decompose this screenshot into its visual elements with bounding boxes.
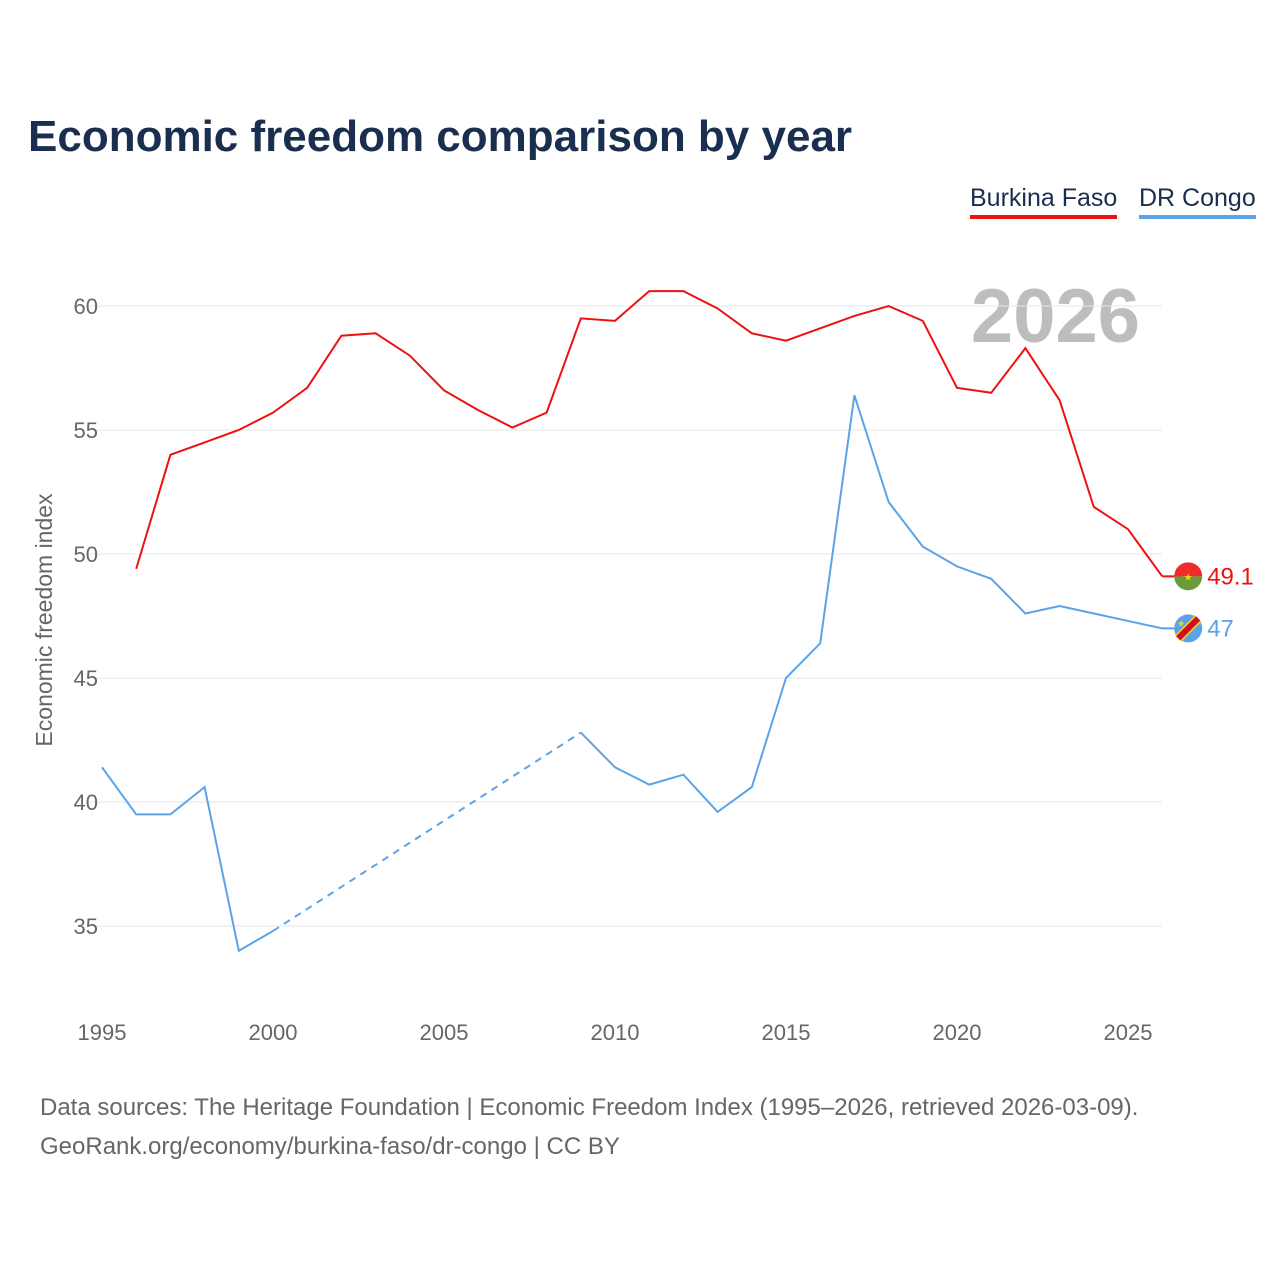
legend-dr-congo[interactable]: DR Congo (1139, 184, 1256, 219)
series-gap-line (272, 731, 582, 932)
data-point (715, 305, 721, 311)
y-tick-label: 60 (74, 294, 98, 319)
flag-icon (1174, 562, 1203, 577)
series-line-dr-congo (580, 394, 1163, 814)
y-tick-label: 45 (74, 666, 98, 691)
data-point (441, 387, 447, 393)
data-point (236, 948, 242, 954)
flag-icon (1174, 576, 1203, 591)
data-point (817, 640, 823, 646)
data-point (202, 439, 208, 445)
series-line-dr-congo (101, 766, 274, 953)
data-point (817, 325, 823, 331)
y-tick-label: 55 (74, 418, 98, 443)
data-point (270, 410, 276, 416)
x-tick-label: 2015 (762, 1020, 811, 1045)
data-point (1057, 397, 1063, 403)
data-point (99, 764, 105, 770)
y-tick-label: 40 (74, 790, 98, 815)
data-point (749, 330, 755, 336)
data-point (544, 410, 550, 416)
data-point (167, 811, 173, 817)
x-tick-label: 2020 (933, 1020, 982, 1045)
data-point (680, 772, 686, 778)
data-point (475, 407, 481, 413)
source-note: Data sources: The Heritage Foundation | … (40, 1088, 1138, 1166)
x-tick-label: 1995 (78, 1020, 127, 1045)
data-point (954, 385, 960, 391)
data-point (954, 563, 960, 569)
data-point (407, 353, 413, 359)
data-point (680, 288, 686, 294)
data-point (1057, 603, 1063, 609)
flag-star-icon: ★ (1177, 618, 1185, 628)
x-tick-label: 2000 (249, 1020, 298, 1045)
y-tick-label: 50 (74, 542, 98, 567)
data-point (988, 576, 994, 582)
x-tick-label: 2010 (591, 1020, 640, 1045)
x-tick-label: 2025 (1104, 1020, 1153, 1045)
data-point (749, 784, 755, 790)
flag-star-icon: ★ (1184, 572, 1193, 583)
flag-stripe (1176, 616, 1201, 641)
data-point (783, 338, 789, 344)
data-point (646, 288, 652, 294)
data-point (988, 390, 994, 396)
data-point (920, 318, 926, 324)
data-point (783, 675, 789, 681)
series-line-burkina-faso (135, 290, 1164, 577)
source-line-2[interactable]: GeoRank.org/economy/burkina-faso/dr-cong… (40, 1133, 620, 1160)
data-point (338, 333, 344, 339)
data-point (886, 303, 892, 309)
data-point (612, 764, 618, 770)
y-axis-label: Economic freedom index (31, 493, 57, 747)
data-point (612, 318, 618, 324)
y-tick-label: 35 (74, 914, 98, 939)
data-point (1022, 611, 1028, 617)
data-point (1125, 526, 1131, 532)
chart-title: Economic freedom comparison by year (28, 112, 853, 161)
data-point (270, 928, 276, 934)
data-point (167, 452, 173, 458)
data-point (851, 313, 857, 319)
data-point (646, 782, 652, 788)
data-point (202, 784, 208, 790)
end-value-label: 49.1 (1207, 563, 1254, 590)
data-point (1125, 618, 1131, 624)
data-point (1022, 345, 1028, 351)
end-value-label: 47 (1207, 615, 1234, 642)
data-point (851, 392, 857, 398)
data-point (886, 499, 892, 505)
data-point (133, 811, 139, 817)
data-point (1091, 504, 1097, 510)
data-point (236, 427, 242, 433)
data-point (920, 544, 926, 550)
data-point (133, 566, 139, 572)
data-point (373, 330, 379, 336)
data-point (715, 809, 721, 815)
x-tick-label: 2005 (420, 1020, 469, 1045)
data-point (578, 315, 584, 321)
data-point (304, 385, 310, 391)
year-badge: 2026 (971, 274, 1140, 359)
data-point (509, 425, 515, 431)
legend-burkina-faso[interactable]: Burkina Faso (970, 184, 1118, 219)
source-line-1: Data sources: The Heritage Foundation | … (40, 1094, 1139, 1121)
data-point (578, 730, 584, 736)
data-point (1091, 611, 1097, 617)
